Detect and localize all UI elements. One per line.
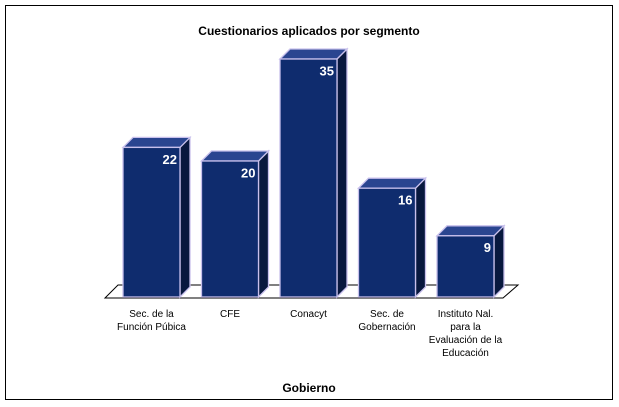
- data-label: 35: [320, 63, 334, 78]
- bar-side: [179, 135, 191, 299]
- bar: [357, 187, 417, 298]
- bar-side: [414, 176, 427, 299]
- bar-side: [336, 47, 348, 299]
- bar: [200, 160, 260, 298]
- bar: [279, 58, 338, 298]
- bar-top: [356, 177, 428, 189]
- bar-top: [199, 150, 271, 162]
- x-tick-label: Sec. de la Función Púbica: [117, 309, 186, 333]
- x-axis-label: Gobierno: [282, 381, 335, 395]
- data-label: 16: [398, 193, 412, 208]
- x-tick-label: CFE: [220, 309, 240, 320]
- data-label: 22: [163, 152, 177, 167]
- data-label: 20: [241, 165, 255, 180]
- bar-side: [257, 149, 270, 299]
- bar-top: [121, 136, 192, 149]
- x-tick-label: Sec. de Gobernación: [358, 309, 416, 333]
- x-tick-label: Instituto Nal. para la Evaluación de la …: [428, 309, 503, 359]
- chart-title: Cuestionarios aplicados por segmento: [198, 24, 419, 38]
- bar: [122, 146, 181, 298]
- bar-side: [493, 224, 505, 299]
- bar-top: [435, 225, 506, 237]
- data-label: 9: [484, 240, 491, 255]
- x-tick-label: Conacyt: [290, 309, 327, 320]
- bar: [436, 235, 495, 298]
- bar-top: [278, 48, 349, 60]
